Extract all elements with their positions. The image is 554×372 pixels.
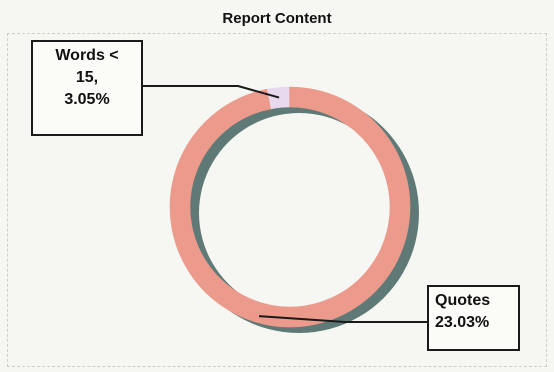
callout-words-line-1: Words < xyxy=(55,47,119,64)
callout-words-line-2: 15, xyxy=(75,69,99,86)
plot-area-frame xyxy=(7,33,547,367)
leader-line-words xyxy=(143,85,280,99)
callout-quotes-line-1: Quotes xyxy=(435,292,491,309)
callout-words-line-3: 3.05% xyxy=(64,91,110,108)
callout-quotes-label: Quotes 23.03% xyxy=(427,285,520,351)
callout-quotes-line-2: 23.03% xyxy=(435,314,490,331)
chart-title: Report Content xyxy=(222,10,332,27)
leader-line-quotes xyxy=(258,315,427,323)
callout-words-label: Words < 15, 3.05% xyxy=(31,40,143,136)
